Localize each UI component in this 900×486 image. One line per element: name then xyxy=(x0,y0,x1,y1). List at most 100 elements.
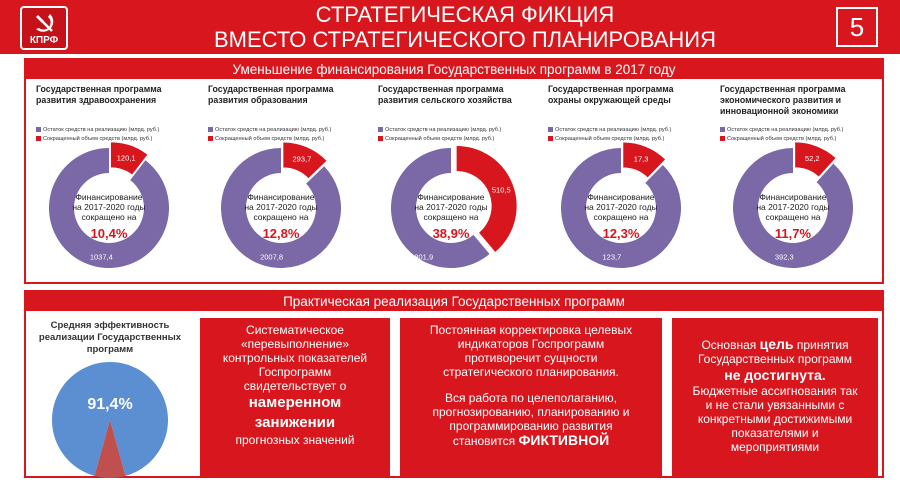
donut-chart: 801,9 510,5 xyxy=(391,145,517,268)
reduction-percent: 38,9% xyxy=(432,226,470,241)
legend-swatch xyxy=(720,136,725,142)
legend-item-reduced: Сокращенный объем средств (млрд. руб.) xyxy=(36,135,196,144)
statement-box-overfulfillment: Систематическое «перевыполнение» контрол… xyxy=(200,318,390,476)
legend-label: Остаток средств на реализацию (млрд. руб… xyxy=(727,127,844,133)
box3-line: Основная xyxy=(701,338,757,352)
center-line: на 2017-2020 годы xyxy=(72,202,146,212)
center-line: сокращено на xyxy=(253,212,309,222)
legend-swatch xyxy=(208,136,213,142)
donut-slice-remaining xyxy=(733,148,853,268)
donut-slice-remaining xyxy=(561,148,681,268)
value-label-reduced: 52,2 xyxy=(805,154,820,163)
box3-emphasis: не достигнута. xyxy=(724,367,826,383)
program-panel: Государственная программа развития образ… xyxy=(196,84,366,280)
center-line: сокращено на xyxy=(765,212,821,222)
box1-line: контрольных показателей xyxy=(222,351,368,365)
center-line: сокращено на xyxy=(593,212,649,222)
center-line: на 2017-2020 годы xyxy=(584,202,658,212)
center-line: Финансирование xyxy=(759,192,827,202)
donut-center-text: Финансирование на 2017-2020 годы сокращено… xyxy=(236,192,326,222)
donut-center-text: Финансирование на 2017-2020 годы сокращено… xyxy=(64,192,154,222)
box1-line: Систематическое xyxy=(246,323,344,337)
donut-chart: 392,3 52,2 xyxy=(733,142,853,268)
program-panel: Государственная программа охраны окружаю… xyxy=(536,84,706,280)
center-line: на 2017-2020 годы xyxy=(756,202,830,212)
donut-chart: 2007,8 293,7 xyxy=(221,142,341,268)
legend-item-remaining: Остаток средств на реализацию (млрд. руб… xyxy=(548,126,708,135)
legend-label: Остаток средств на реализацию (млрд. руб… xyxy=(385,127,502,133)
donut-center-text: Финансирование на 2017-2020 годы сокращено… xyxy=(576,192,666,222)
chart-legend: Остаток средств на реализацию (млрд. руб… xyxy=(36,126,196,144)
donut-chart: 1037,4 120,1 xyxy=(49,142,170,268)
page-title: СТРАТЕГИЧЕСКАЯ ФИКЦИЯ ВМЕСТО СТРАТЕГИЧЕС… xyxy=(140,2,790,52)
legend-item-reduced: Сокращенный объем средств (млрд. руб.) xyxy=(378,135,538,144)
program-panel: Государственная программа развития здрав… xyxy=(24,84,194,280)
box1-line: прогнозных значений xyxy=(235,433,355,447)
legend-swatch xyxy=(720,127,725,133)
efficiency-title: Средняя эффективность реализации Государ… xyxy=(38,320,182,355)
center-line: Финансирование xyxy=(247,192,315,202)
box2-line: становится xyxy=(452,434,516,448)
chart-legend: Остаток средств на реализацию (млрд. руб… xyxy=(208,126,368,144)
value-label-reduced: 120,1 xyxy=(117,153,136,162)
box2-last-line: становится ФИКТИВНОЙ xyxy=(400,433,662,448)
legend-label: Сокращенный объем средств (млрд. руб.) xyxy=(215,136,325,142)
legend-item-reduced: Сокращенный объем средств (млрд. руб.) xyxy=(208,135,368,144)
section-funding-title: Уменьшение финансирования Государственны… xyxy=(26,60,882,79)
efficiency-slice-rest xyxy=(94,420,126,478)
donut-slice-reduced xyxy=(795,142,836,177)
header-bar: КПРФ СТРАТЕГИЧЕСКАЯ ФИКЦИЯ ВМЕСТО СТРАТЕ… xyxy=(0,0,900,54)
box1-line: свидетельствует о xyxy=(243,379,347,393)
value-label-remaining: 1037,4 xyxy=(90,253,113,262)
center-line: на 2017-2020 годы xyxy=(244,202,318,212)
box3-line: конкретными достижимыми xyxy=(697,412,853,426)
donut-center-text: Финансирование на 2017-2020 годы сокращено… xyxy=(406,192,496,222)
box2-line: Вся работа по целеполаганию, xyxy=(444,391,618,405)
donut-slice-reduced xyxy=(110,142,148,175)
donut-slice-remaining xyxy=(221,148,341,268)
center-line: Финансирование xyxy=(587,192,655,202)
title-line-2: ВМЕСТО СТРАТЕГИЧЕСКОГО ПЛАНИРОВАНИЯ xyxy=(213,27,717,52)
legend-swatch xyxy=(36,127,41,133)
donut-slice-reduced xyxy=(623,142,666,178)
legend-label: Сокращенный объем средств (млрд. руб.) xyxy=(43,136,153,142)
box1-line: Госпрограмм xyxy=(258,365,332,379)
box1-emphasis: намеренном xyxy=(248,394,342,411)
value-label-remaining: 123,7 xyxy=(603,253,622,262)
legend-item-remaining: Остаток средств на реализацию (млрд. руб… xyxy=(36,126,196,135)
legend-swatch xyxy=(36,136,41,142)
value-label-remaining: 392,3 xyxy=(775,253,794,262)
center-line: сокращено на xyxy=(423,212,479,222)
donut-chart: 123,7 17,3 xyxy=(561,142,681,268)
value-label-reduced: 293,7 xyxy=(292,155,311,164)
chart-legend: Остаток средств на реализацию (млрд. руб… xyxy=(548,126,708,144)
legend-swatch xyxy=(378,127,383,133)
program-title: Государственная программа развития образ… xyxy=(208,84,334,105)
legend-swatch xyxy=(548,136,553,142)
donut-slice-reduced xyxy=(283,142,327,179)
reduction-percent: 12,8% xyxy=(262,226,300,241)
box2-line: противоречит сущности xyxy=(464,351,598,365)
logo-text: КПРФ xyxy=(29,35,59,46)
value-label-remaining: 2007,8 xyxy=(260,253,283,262)
donut-slice-reduced xyxy=(456,145,517,252)
legend-label: Остаток средств на реализацию (млрд. руб… xyxy=(215,127,332,133)
box3-line: принятия xyxy=(796,338,849,352)
donut-slice-remaining xyxy=(49,148,170,268)
legend-label: Сокращенный объем средств (млрд. руб.) xyxy=(555,136,665,142)
program-title: Государственная программа экономического… xyxy=(720,84,846,116)
page-number: 5 xyxy=(836,7,878,47)
hammer-sickle-icon xyxy=(36,14,54,32)
chart-legend: Остаток средств на реализацию (млрд. руб… xyxy=(378,126,538,144)
box2-line: Постоянная корректировка целевых xyxy=(429,323,633,337)
program-panel: Государственная программа экономического… xyxy=(708,84,878,280)
statement-box-adjustment: Постоянная корректировка целевых индикат… xyxy=(400,318,662,476)
legend-item-remaining: Остаток средств на реализацию (млрд. руб… xyxy=(208,126,368,135)
efficiency-slice-main xyxy=(52,362,168,476)
box1-line: «перевыполнение» xyxy=(240,337,350,351)
section-implementation-title: Практическая реализация Государственных … xyxy=(26,292,882,311)
legend-label: Сокращенный объем средств (млрд. руб.) xyxy=(727,136,837,142)
box2-emphasis: ФИКТИВНОЙ xyxy=(518,432,610,448)
legend-label: Сокращенный объем средств (млрд. руб.) xyxy=(385,136,495,142)
